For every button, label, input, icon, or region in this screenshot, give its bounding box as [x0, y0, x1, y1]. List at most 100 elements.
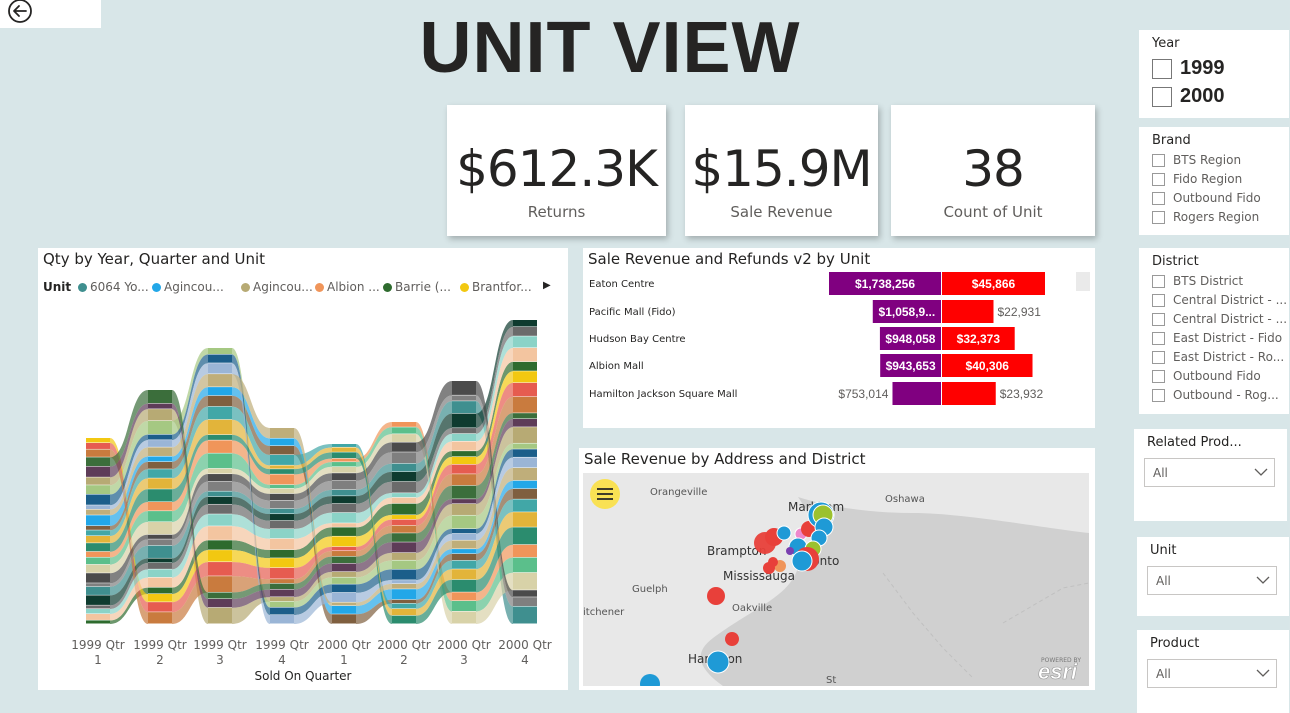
- revenue-bar[interactable]: [892, 382, 941, 405]
- checkbox[interactable]: [1152, 210, 1165, 224]
- kpi-card-sale-revenue[interactable]: $15.9M Sale Revenue: [685, 105, 878, 236]
- slicer-item-2000[interactable]: 2000: [1152, 85, 1225, 108]
- legend-item[interactable]: Agincou...: [241, 280, 313, 294]
- slicer-item[interactable]: Rogers Region: [1152, 210, 1259, 224]
- ribbon-band: [232, 440, 270, 485]
- ribbon-band: [232, 496, 270, 521]
- legend-item[interactable]: 6064 Yo...: [78, 280, 149, 294]
- ribbon-band: [416, 499, 452, 553]
- legend-item[interactable]: Barrie (...: [383, 280, 451, 294]
- ribbon-column-segment: [452, 600, 476, 612]
- ribbon-band: [476, 336, 513, 442]
- legend-next-arrow-icon[interactable]: ▶: [543, 280, 551, 291]
- checkbox[interactable]: [1152, 191, 1165, 205]
- slicer-item[interactable]: Central District - ...: [1152, 312, 1287, 326]
- slicer-item-label: Outbound Fido: [1173, 369, 1261, 383]
- slicer-unit[interactable]: Unit All: [1137, 537, 1289, 616]
- checkbox[interactable]: [1152, 350, 1165, 364]
- ribbon-column-segment: [208, 348, 232, 355]
- ribbon-column-segment: [452, 540, 476, 549]
- slicer-item[interactable]: Outbound - Rog...: [1152, 388, 1279, 402]
- checkbox[interactable]: [1152, 388, 1165, 402]
- checkbox[interactable]: [1152, 172, 1165, 186]
- ribbon-column-segment: [148, 511, 172, 522]
- checkbox[interactable]: [1152, 58, 1172, 79]
- ribbon-column-segment: [452, 441, 476, 451]
- ribbon-column-segment: [392, 552, 416, 560]
- checkbox[interactable]: [1152, 331, 1165, 345]
- checkbox[interactable]: [1152, 312, 1165, 326]
- x-axis-title: Sold On Quarter: [254, 669, 352, 683]
- unit-dropdown[interactable]: All: [1147, 566, 1277, 595]
- map-canvas[interactable]: Orangeville Markham Oshawa Brampton Toro…: [583, 473, 1089, 686]
- back-button[interactable]: [6, 0, 34, 24]
- ribbon-column-segment: [208, 491, 232, 497]
- ribbon-column-segment: [86, 583, 110, 587]
- kpi-card-returns[interactable]: $612.3K Returns: [447, 105, 666, 236]
- checkbox[interactable]: [1152, 153, 1165, 167]
- slicer-brand[interactable]: Brand BTS Region Fido Region Outbound Fido…: [1139, 127, 1289, 235]
- ribbon-band: [294, 551, 332, 584]
- slicer-item[interactable]: Fido Region: [1152, 172, 1242, 186]
- x-tick-label: 2000 Qtr 4: [490, 638, 560, 668]
- refund-bar[interactable]: [942, 354, 1033, 377]
- ribbon-band: [172, 526, 208, 588]
- legend-item[interactable]: Brantfor...: [460, 280, 532, 294]
- ribbon-column-segment: [208, 395, 232, 407]
- refund-bar[interactable]: [942, 300, 994, 323]
- ribbon-chart-card[interactable]: Qty by Year, Quarter and Unit Unit 6064 …: [38, 248, 568, 690]
- slicer-year[interactable]: Year 1999 2000: [1139, 30, 1289, 118]
- checkbox[interactable]: [1152, 369, 1165, 383]
- map-bubbles[interactable]: [640, 501, 835, 686]
- kpi-value: 38: [962, 140, 1025, 198]
- slicer-related-product[interactable]: Related Prod... All: [1134, 429, 1287, 521]
- map-card[interactable]: Sale Revenue by Address and District Ora…: [579, 448, 1095, 690]
- related-product-dropdown[interactable]: All: [1144, 458, 1275, 487]
- revenue-bar[interactable]: [829, 272, 941, 295]
- bar-chart-card[interactable]: Sale Revenue and Refunds v2 by Unit Eato…: [583, 248, 1095, 428]
- slicer-item[interactable]: East District - Ro...: [1152, 350, 1284, 364]
- ribbon-column-segment: [208, 562, 232, 576]
- refund-bar[interactable]: [942, 272, 1045, 295]
- slicer-item[interactable]: Outbound Fido: [1152, 191, 1261, 205]
- slicer-product[interactable]: Product All: [1137, 630, 1289, 713]
- ribbon-band: [172, 387, 208, 462]
- ribbon-column-segment: [270, 567, 294, 579]
- slicer-item[interactable]: East District - Fido: [1152, 331, 1282, 345]
- revenue-bar[interactable]: [872, 300, 941, 323]
- ribbon-column-segment: [148, 456, 172, 462]
- ribbon-band: [476, 382, 513, 475]
- ribbon-band: [172, 504, 208, 570]
- map-menu-icon[interactable]: [590, 479, 620, 509]
- scrollbar[interactable]: [1076, 272, 1090, 291]
- product-dropdown[interactable]: All: [1147, 659, 1277, 688]
- refund-bar[interactable]: [942, 327, 1015, 350]
- legend-item[interactable]: Agincou...: [152, 280, 224, 294]
- kpi-card-count-of-unit[interactable]: 38 Count of Unit: [891, 105, 1095, 236]
- ribbon-column-segment: [392, 580, 416, 584]
- ribbon-column-segment: [513, 326, 537, 336]
- slicer-item[interactable]: Central District - ...: [1152, 293, 1287, 307]
- ribbons[interactable]: [86, 320, 537, 624]
- ribbon-band: [110, 569, 148, 614]
- ribbon-band: [110, 409, 148, 486]
- slicer-item[interactable]: BTS Region: [1152, 153, 1241, 167]
- legend-item[interactable]: Albion ...: [315, 280, 380, 294]
- ribbon-column-segment: [270, 445, 294, 455]
- ribbon-column-segment: [148, 434, 172, 440]
- revenue-bar[interactable]: [879, 327, 941, 350]
- ribbon-column-segment: [270, 597, 294, 602]
- ribbon-column-segment: [332, 503, 356, 513]
- revenue-bar[interactable]: [880, 354, 941, 377]
- map-label-oakville: Oakville: [732, 603, 772, 614]
- slicer-item-1999[interactable]: 1999: [1152, 57, 1225, 80]
- checkbox[interactable]: [1152, 86, 1172, 107]
- checkbox[interactable]: [1152, 274, 1165, 288]
- ribbon-band: [356, 447, 392, 616]
- slicer-item[interactable]: BTS District: [1152, 274, 1243, 288]
- refund-bar[interactable]: [942, 382, 996, 405]
- checkbox[interactable]: [1152, 293, 1165, 307]
- slicer-item[interactable]: Outbound Fido: [1152, 369, 1261, 383]
- ribbon-column-segment: [452, 503, 476, 515]
- slicer-district[interactable]: District BTS District Central District - …: [1139, 248, 1289, 414]
